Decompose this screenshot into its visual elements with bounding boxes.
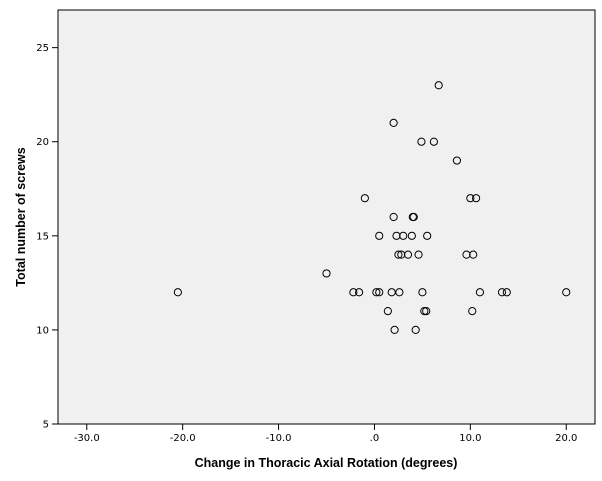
data-point xyxy=(502,288,511,297)
data-point xyxy=(389,118,398,128)
x-tick-label: -10.0 xyxy=(266,433,292,444)
data-point xyxy=(466,194,475,203)
plot-area xyxy=(57,9,596,425)
data-point xyxy=(407,231,416,240)
data-point xyxy=(475,288,485,297)
data-point xyxy=(409,212,418,222)
y-tick-label: 25 xyxy=(36,43,49,54)
data-point xyxy=(399,231,408,240)
data-point xyxy=(394,250,403,259)
data-point xyxy=(372,288,381,297)
data-point xyxy=(469,250,478,259)
data-point xyxy=(322,269,331,278)
data-point xyxy=(403,250,413,259)
data-point xyxy=(418,288,427,297)
x-tick-label: 20.0 xyxy=(555,433,577,444)
data-points xyxy=(173,81,571,335)
y-tick-label: 15 xyxy=(36,231,49,242)
data-point xyxy=(497,288,507,297)
x-axis: -30.0 -20.0 -10.0 .0 10.0 20.0 xyxy=(74,424,577,444)
data-point xyxy=(383,306,392,316)
data-point xyxy=(355,288,364,297)
data-point xyxy=(562,288,571,297)
data-point xyxy=(429,137,438,146)
data-point xyxy=(173,288,182,297)
data-point xyxy=(452,156,462,165)
data-point xyxy=(375,288,384,297)
data-point xyxy=(349,288,358,297)
data-point xyxy=(389,212,398,222)
data-point xyxy=(422,306,431,316)
y-tick-label: 5 xyxy=(43,420,49,431)
data-point xyxy=(423,231,432,240)
x-axis-title: Change in Thoracic Axial Rotation (degre… xyxy=(195,456,458,470)
x-tick-label: 10.0 xyxy=(459,433,481,444)
data-point xyxy=(395,288,404,297)
x-tick-label: .0 xyxy=(370,433,380,444)
data-point xyxy=(468,306,477,316)
x-tick-label: -20.0 xyxy=(170,433,196,444)
data-point xyxy=(390,325,399,335)
data-point xyxy=(417,137,426,146)
data-point xyxy=(434,81,443,90)
y-axis-title: Total number of screws xyxy=(14,147,28,286)
y-tick-label: 20 xyxy=(36,137,49,148)
data-point xyxy=(360,194,369,203)
data-point xyxy=(375,231,384,240)
data-point xyxy=(471,194,481,203)
data-point xyxy=(411,325,420,335)
y-axis: 5 10 15 20 25 xyxy=(36,43,58,431)
x-tick-label: -30.0 xyxy=(74,433,100,444)
y-tick-label: 10 xyxy=(36,325,49,336)
data-point xyxy=(414,250,423,259)
